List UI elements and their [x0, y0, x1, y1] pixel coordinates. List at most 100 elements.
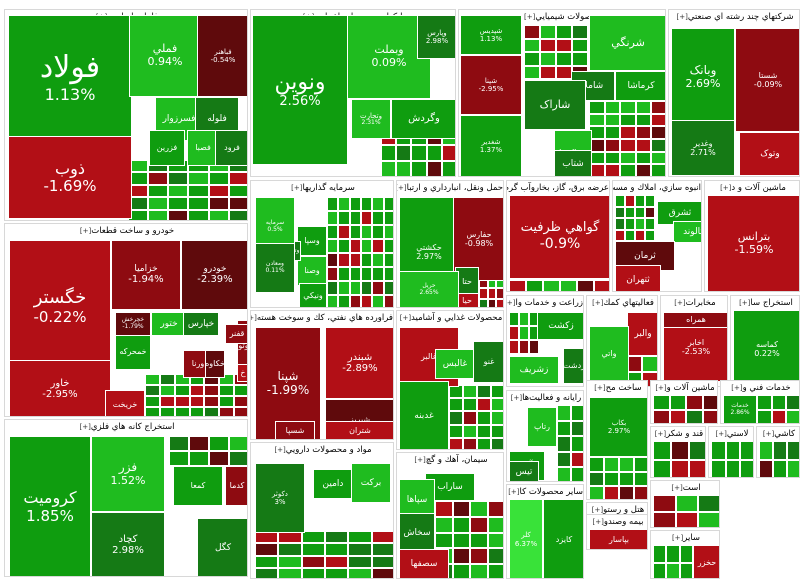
sector-title[interactable]: سرمايه گذاريها[+] [251, 181, 393, 195]
stock-tile[interactable]: خزاميا -1.94% [111, 240, 181, 310]
stock-tile[interactable] [349, 225, 361, 239]
stock-tile[interactable] [209, 436, 229, 451]
stock-tile[interactable]: خريخت [105, 390, 145, 416]
stock-tile[interactable]: شبندر -2.89% [325, 327, 393, 399]
sector-title[interactable]: سيمان، آهك و گچ[+] [397, 453, 503, 467]
stock-tile[interactable] [557, 451, 571, 468]
stock-tile[interactable] [383, 197, 393, 211]
stock-tile[interactable] [653, 410, 670, 423]
stock-tile[interactable] [771, 410, 787, 423]
sector-title[interactable]: رايانه و فعاليت‌ها[+] [507, 391, 583, 405]
sector-block[interactable]: فراورده هاي نفتي، كك و سوخت هسته[+] شبندر… [250, 310, 394, 440]
stock-tile[interactable] [372, 211, 384, 225]
stock-tile[interactable] [219, 396, 235, 407]
sector-title[interactable]: حمل ونقل، انبارداري و ارتبا[+] [397, 181, 503, 195]
stock-tile[interactable]: كگل [197, 518, 247, 576]
stock-tile[interactable] [524, 52, 540, 66]
stock-tile[interactable] [327, 281, 339, 295]
stock-tile[interactable] [174, 374, 190, 385]
stock-tile[interactable] [371, 543, 393, 556]
stock-tile[interactable] [338, 281, 350, 295]
stock-tile[interactable] [463, 411, 477, 425]
sector-block[interactable]: لاستي[+] [708, 426, 754, 478]
stock-tile[interactable] [470, 501, 488, 517]
stock-tile[interactable]: بترانس -1.59% [707, 195, 799, 291]
stock-tile[interactable] [174, 385, 190, 396]
stock-tile[interactable]: زشريف [509, 356, 559, 384]
stock-tile[interactable] [348, 531, 372, 544]
stock-tile[interactable] [698, 512, 719, 527]
stock-tile[interactable] [435, 501, 453, 517]
stock-tile[interactable] [208, 197, 229, 210]
stock-tile[interactable] [651, 126, 665, 139]
expand-sector-button[interactable]: [+] [524, 13, 536, 21]
stock-tile[interactable] [174, 407, 190, 416]
stock-tile[interactable] [634, 457, 647, 472]
stock-tile[interactable]: شسپا [275, 421, 315, 439]
stock-tile[interactable] [463, 424, 477, 438]
stock-tile[interactable] [325, 555, 349, 568]
stock-tile[interactable] [786, 395, 799, 410]
stock-tile[interactable] [349, 253, 361, 267]
stock-tile[interactable] [169, 436, 189, 451]
stock-tile[interactable] [787, 441, 799, 460]
stock-tile[interactable] [145, 385, 160, 396]
stock-tile[interactable]: غنو [473, 341, 503, 383]
stock-tile[interactable] [325, 567, 349, 578]
stock-tile[interactable]: شرنگي [589, 15, 665, 71]
stock-tile[interactable] [189, 385, 205, 396]
expand-sector-button[interactable]: [+] [671, 534, 684, 542]
stock-tile[interactable] [604, 126, 621, 139]
stock-tile[interactable]: دامين [313, 469, 353, 499]
stock-tile[interactable] [519, 326, 529, 340]
stock-tile[interactable] [371, 555, 393, 568]
stock-tile[interactable] [686, 395, 703, 410]
sector-block[interactable]: كاشي[+] [756, 426, 800, 478]
stock-tile[interactable] [396, 145, 412, 161]
stock-tile[interactable] [725, 441, 741, 460]
stock-tile[interactable] [325, 531, 349, 544]
sector-title[interactable]: خودرو و ساخت قطعات[+] [5, 224, 247, 238]
sector-block[interactable]: بيمه وصندو[+] بپاسار [586, 514, 648, 550]
stock-tile[interactable] [679, 545, 693, 563]
sector-block[interactable]: زراعت و خدمات وا[+] زكشت زشريف زدشت [506, 295, 584, 387]
stock-tile[interactable] [168, 172, 189, 185]
stock-tile[interactable] [529, 340, 539, 354]
stock-tile[interactable]: تيس [509, 461, 539, 481]
stock-tile[interactable]: زدشت [563, 348, 583, 384]
stock-tile[interactable] [604, 101, 621, 114]
stock-tile[interactable] [759, 441, 773, 460]
stock-tile[interactable] [487, 564, 503, 578]
stock-tile[interactable] [773, 460, 787, 477]
stock-tile[interactable] [571, 451, 583, 468]
stock-tile[interactable] [371, 531, 393, 544]
stock-tile[interactable]: فزر 1.52% [91, 436, 165, 512]
stock-tile[interactable] [556, 38, 572, 52]
stock-tile[interactable] [145, 396, 160, 407]
sector-block[interactable]: عرضه برق، گاز، بخاروآب گرم[+]گواهي ظرفيت… [506, 180, 610, 292]
sector-block[interactable]: سرمايه گذاريها[+]وسپاوصناوتوسمونيكيسرماي… [250, 180, 394, 308]
expand-sector-button[interactable]: [+] [762, 430, 775, 438]
stock-tile[interactable] [278, 543, 302, 556]
stock-tile[interactable] [148, 197, 169, 210]
stock-tile[interactable] [604, 113, 621, 127]
stock-tile[interactable] [349, 239, 361, 253]
stock-tile[interactable] [615, 206, 625, 218]
sector-title[interactable]: مواد و محصولات دارويي[+] [251, 443, 393, 457]
stock-tile[interactable] [635, 229, 645, 241]
stock-tile[interactable] [594, 280, 609, 291]
stock-tile[interactable] [589, 101, 605, 114]
stock-tile[interactable] [168, 197, 189, 210]
stock-tile[interactable] [653, 512, 676, 527]
stock-tile[interactable] [360, 253, 373, 267]
stock-tile[interactable] [360, 197, 373, 211]
stock-tile[interactable] [702, 395, 717, 410]
stock-tile[interactable] [757, 395, 772, 410]
expand-sector-button[interactable]: [+] [592, 518, 604, 526]
stock-tile[interactable] [625, 229, 635, 241]
stock-tile[interactable] [327, 267, 339, 281]
stock-tile[interactable] [435, 516, 453, 533]
stock-tile[interactable] [540, 38, 556, 52]
stock-tile[interactable]: كمعا [173, 466, 223, 506]
stock-tile[interactable] [228, 172, 247, 185]
